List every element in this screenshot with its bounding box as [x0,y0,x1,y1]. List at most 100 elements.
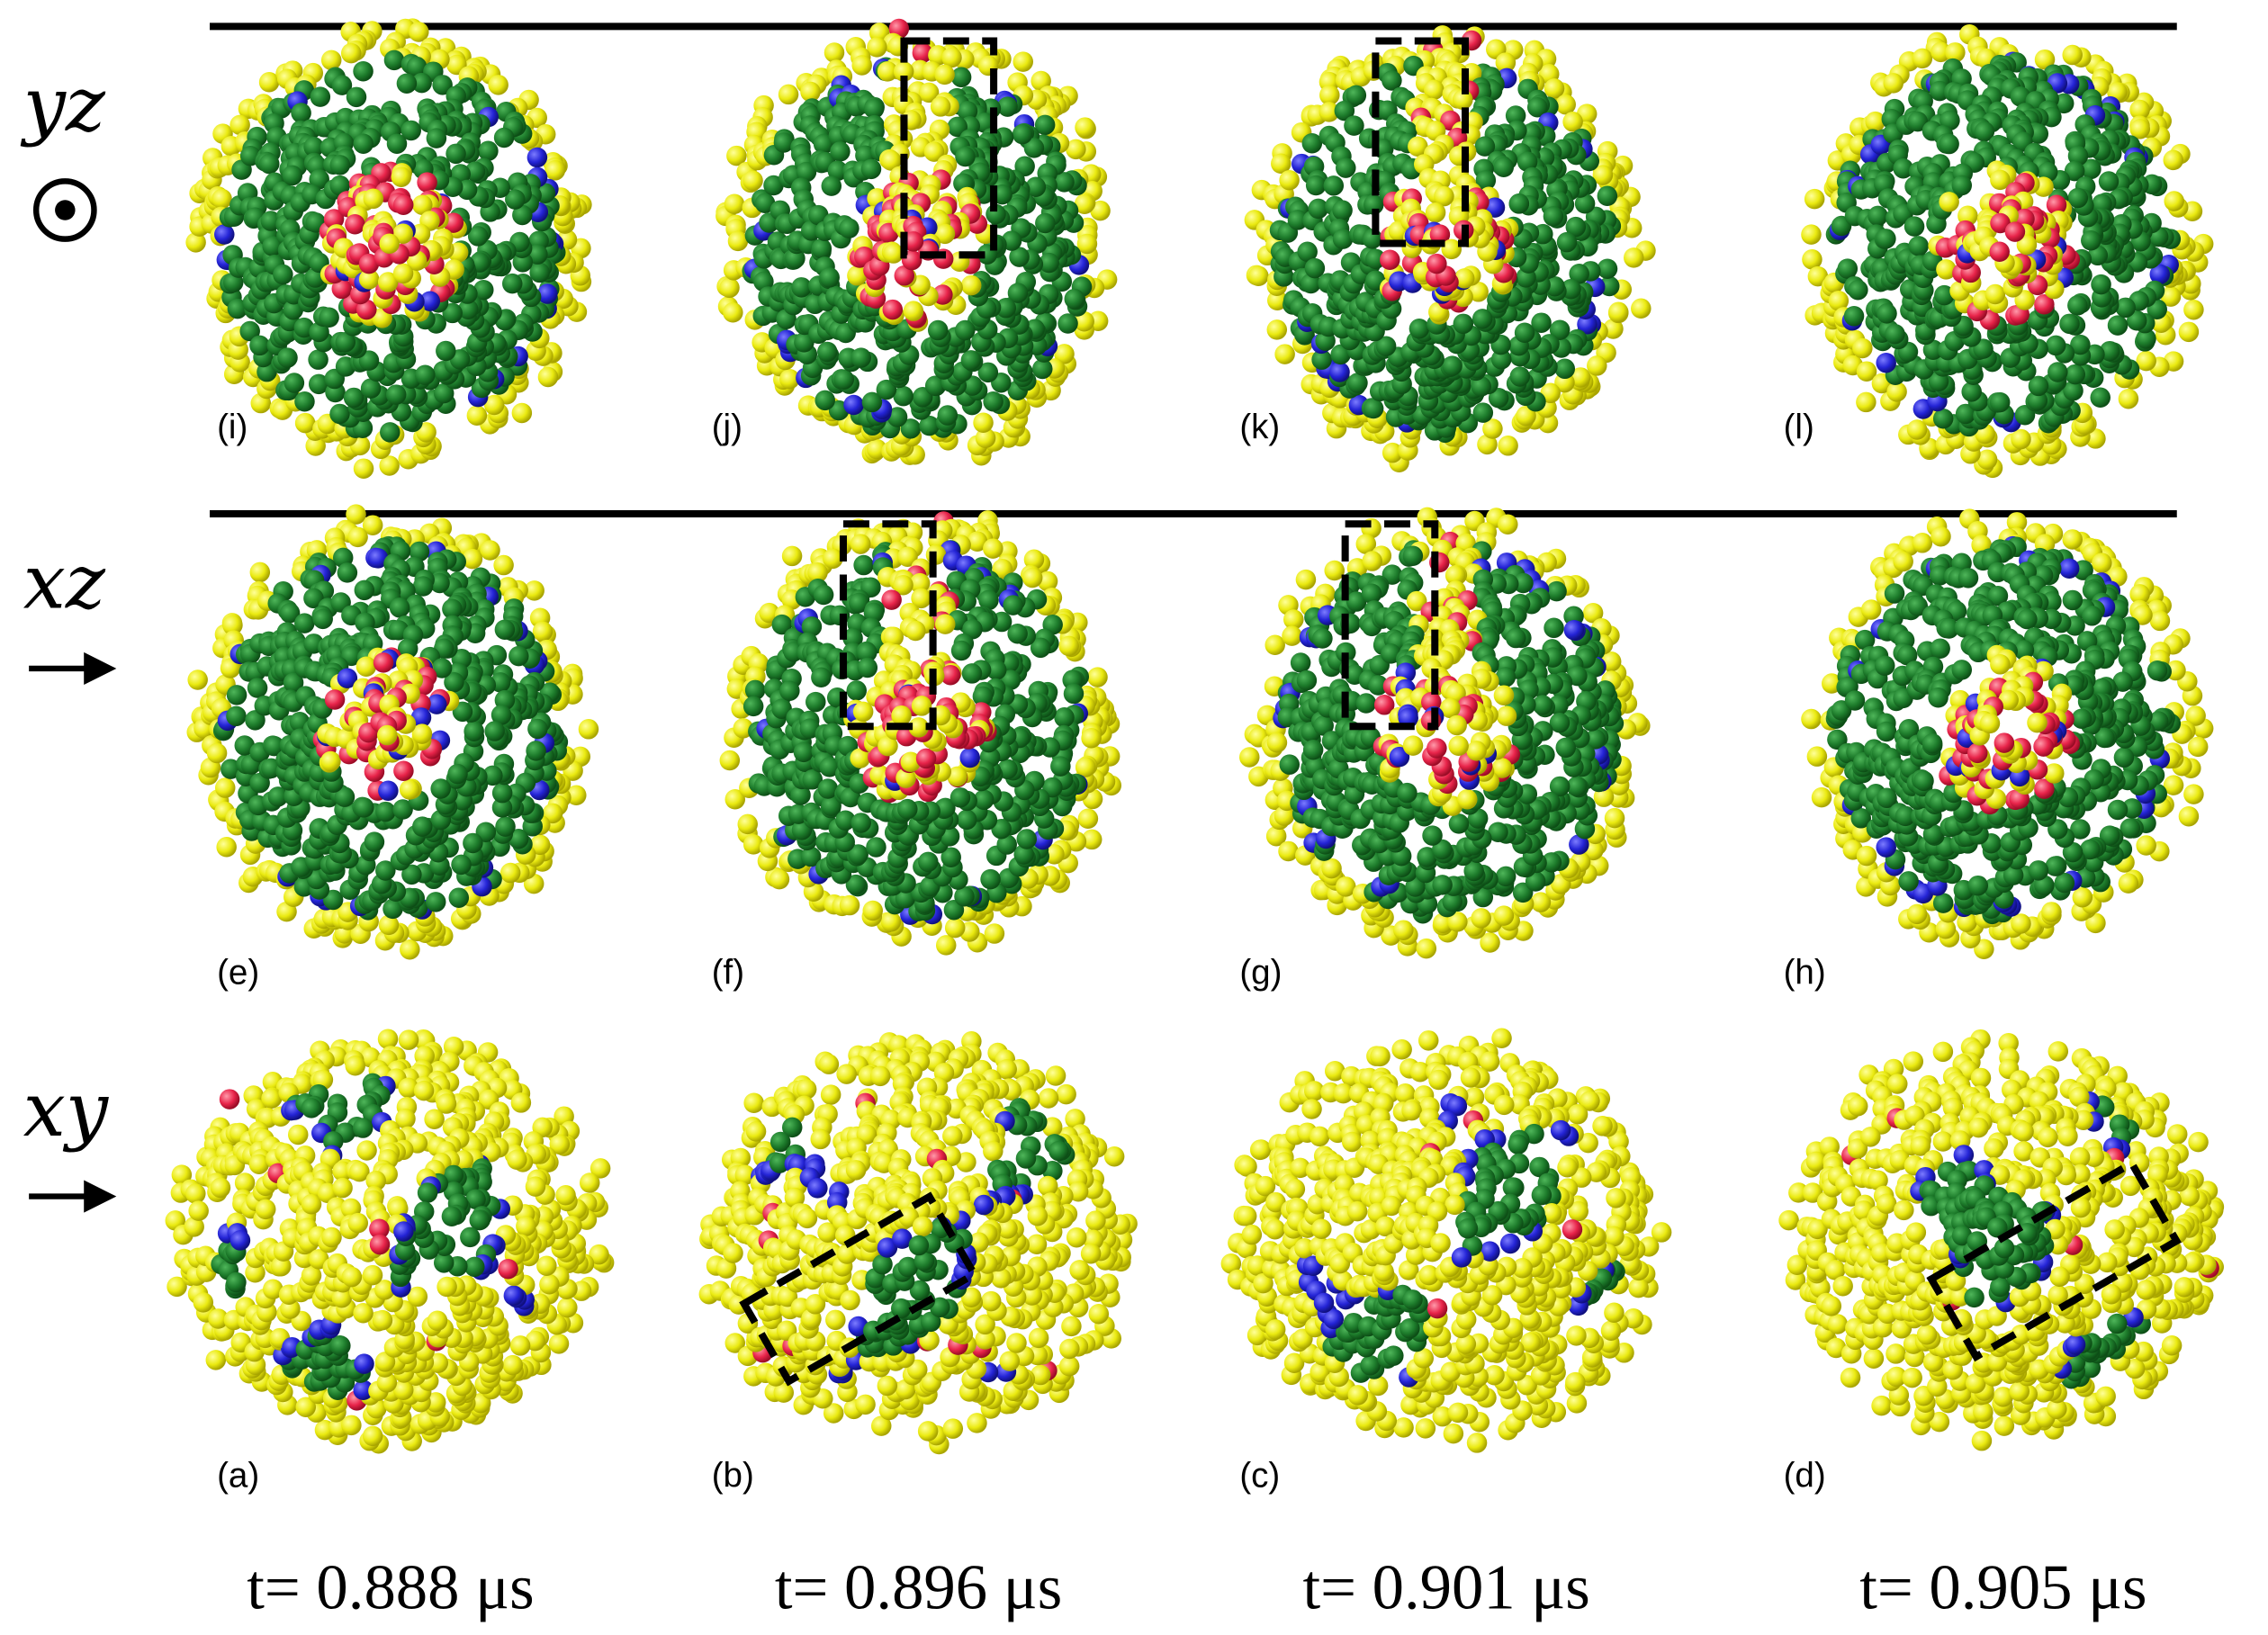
particle [1305,175,1327,196]
particle [2059,313,2080,335]
particle [385,384,407,405]
particle [850,347,871,368]
particle [508,645,529,667]
particle [1016,829,1037,849]
particle [1058,635,1079,657]
particle [1472,402,1494,423]
particle [997,96,1018,117]
particle [417,172,437,193]
particle [861,391,883,413]
particle [1290,652,1311,673]
particle [793,741,814,763]
particle [399,779,420,800]
particle [1402,545,1424,567]
particle [206,742,228,764]
particle [494,619,516,640]
particle [1912,533,1933,553]
particle [1022,567,1043,588]
particle [309,321,329,343]
particle [915,748,937,769]
particle [1555,737,1576,759]
particle [962,375,983,396]
particle [451,854,472,876]
particle [821,175,842,196]
particle [817,341,838,363]
particle [866,837,886,858]
particle [1848,279,1868,301]
particle [400,939,420,960]
particle [1432,875,1453,895]
particle [724,193,745,214]
particle [2183,299,2204,320]
particle [1054,707,1075,728]
particle [284,373,305,393]
particle [432,75,453,95]
particle [850,534,871,554]
particle [811,667,832,688]
particle [216,837,237,858]
particle [961,663,983,684]
particle [763,175,784,196]
particle [1363,398,1384,419]
particle [1856,391,1876,413]
particle [850,813,871,833]
particle [1003,595,1023,615]
particle [1380,249,1400,271]
particle [512,204,533,226]
particle [442,302,463,324]
particle [737,813,758,835]
particle [578,719,599,740]
particle [905,620,926,642]
particle [1932,409,1954,429]
particle [1989,241,2010,263]
particle [393,760,414,781]
particle [358,253,380,274]
particle [1058,313,1078,334]
particle [1279,169,1300,191]
particle [505,189,526,210]
particle [1279,754,1300,775]
particle [973,412,994,433]
particle [1054,344,1075,364]
particle [1989,391,2011,413]
particle [1266,732,1288,753]
particle [335,331,356,353]
particle [527,244,548,265]
particle [493,127,515,148]
particle [1806,746,1828,767]
particle [1843,306,1865,327]
particle [1050,756,1071,777]
particle [1035,212,1056,234]
particle [912,42,933,64]
particle [436,340,456,362]
particle [1025,176,1047,198]
particle [779,368,800,390]
particle [377,272,399,292]
particle [1295,569,1317,590]
particle [1355,693,1377,714]
particle [1801,708,1822,730]
particle [843,394,864,416]
particle [918,82,940,103]
particle [935,614,956,634]
particle [839,218,860,238]
particle [412,576,434,597]
particle [754,193,776,214]
particle [1506,627,1526,649]
particle [960,274,982,296]
particle [1425,202,1446,223]
particle [1930,526,1951,547]
particle [1012,123,1033,145]
particle [376,724,398,746]
particle [1498,436,1518,456]
particle [1426,738,1447,759]
particle [1074,193,1095,214]
particle [1493,157,1515,178]
particle [1471,908,1491,929]
particle [2183,784,2204,804]
particle [1323,175,1345,196]
particle [1939,192,1959,212]
particle [919,415,940,436]
particle [323,209,345,229]
particle [392,263,414,284]
